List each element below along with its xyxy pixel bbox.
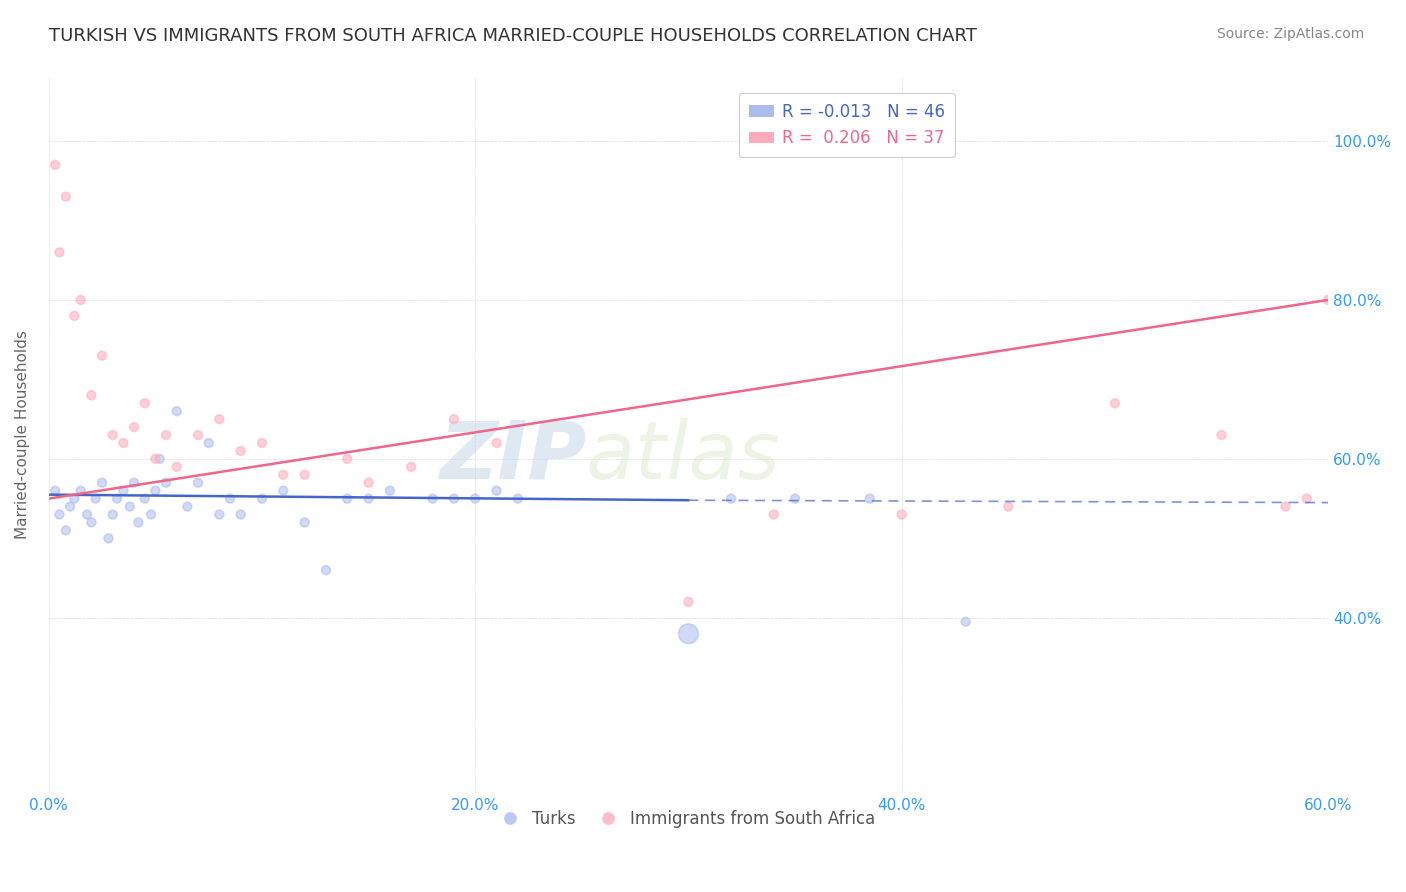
Point — [762, 508, 785, 522]
Point — [357, 475, 380, 490]
Point — [678, 595, 700, 609]
Point — [122, 475, 145, 490]
Point — [315, 563, 337, 577]
Text: atlas: atlas — [586, 417, 780, 495]
Point — [59, 500, 82, 514]
Point — [80, 516, 103, 530]
Point — [1360, 491, 1382, 506]
Point — [859, 491, 882, 506]
Point — [187, 475, 209, 490]
Point — [783, 491, 806, 506]
Point — [443, 412, 465, 426]
Point — [91, 349, 114, 363]
Point — [55, 189, 77, 203]
Point — [80, 388, 103, 402]
Point — [1211, 428, 1233, 442]
Point — [219, 491, 242, 506]
Point — [485, 483, 508, 498]
Point — [294, 467, 316, 482]
Point — [229, 508, 252, 522]
Point — [187, 428, 209, 442]
Point — [69, 293, 91, 307]
Point — [63, 309, 86, 323]
Point — [506, 491, 529, 506]
Point — [145, 451, 167, 466]
Point — [166, 404, 188, 418]
Point — [166, 459, 188, 474]
Point — [997, 500, 1019, 514]
Point — [229, 444, 252, 458]
Text: ZIP: ZIP — [439, 417, 586, 495]
Point — [105, 491, 128, 506]
Point — [485, 436, 508, 450]
Point — [118, 500, 141, 514]
Point — [271, 483, 294, 498]
Point — [1104, 396, 1126, 410]
Point — [1274, 500, 1296, 514]
Point — [44, 483, 66, 498]
Point — [357, 491, 380, 506]
Point — [155, 428, 177, 442]
Point — [271, 467, 294, 482]
Point — [399, 459, 422, 474]
Point — [176, 500, 198, 514]
Point — [955, 615, 977, 629]
Point — [678, 626, 700, 640]
Point — [134, 396, 156, 410]
Point — [127, 516, 149, 530]
Point — [122, 420, 145, 434]
Point — [139, 508, 162, 522]
Point — [464, 491, 486, 506]
Point — [84, 491, 107, 506]
Point — [97, 532, 120, 546]
Point — [63, 491, 86, 506]
Point — [197, 436, 219, 450]
Text: Source: ZipAtlas.com: Source: ZipAtlas.com — [1216, 27, 1364, 41]
Point — [294, 516, 316, 530]
Point — [55, 524, 77, 538]
Point — [443, 491, 465, 506]
Point — [378, 483, 401, 498]
Y-axis label: Married-couple Households: Married-couple Households — [15, 331, 30, 540]
Point — [1317, 293, 1340, 307]
Point — [48, 245, 70, 260]
Point — [134, 491, 156, 506]
Point — [890, 508, 912, 522]
Point — [101, 428, 124, 442]
Point — [44, 158, 66, 172]
Point — [250, 436, 273, 450]
Legend: Turks, Immigrants from South Africa: Turks, Immigrants from South Africa — [495, 803, 882, 834]
Point — [112, 483, 135, 498]
Point — [1381, 500, 1403, 514]
Point — [76, 508, 98, 522]
Point — [48, 508, 70, 522]
Point — [101, 508, 124, 522]
Point — [1295, 491, 1317, 506]
Point — [69, 483, 91, 498]
Text: TURKISH VS IMMIGRANTS FROM SOUTH AFRICA MARRIED-COUPLE HOUSEHOLDS CORRELATION CH: TURKISH VS IMMIGRANTS FROM SOUTH AFRICA … — [49, 27, 977, 45]
Point — [336, 451, 359, 466]
Point — [336, 491, 359, 506]
Point — [91, 475, 114, 490]
Point — [422, 491, 444, 506]
Point — [145, 483, 167, 498]
Point — [208, 508, 231, 522]
Point — [149, 451, 172, 466]
Point — [720, 491, 742, 506]
Point — [208, 412, 231, 426]
Point — [155, 475, 177, 490]
Point — [250, 491, 273, 506]
Point — [112, 436, 135, 450]
